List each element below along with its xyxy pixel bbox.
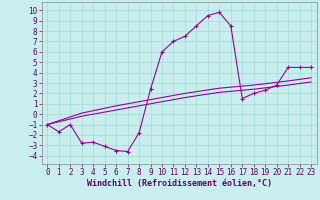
X-axis label: Windchill (Refroidissement éolien,°C): Windchill (Refroidissement éolien,°C)	[87, 179, 272, 188]
